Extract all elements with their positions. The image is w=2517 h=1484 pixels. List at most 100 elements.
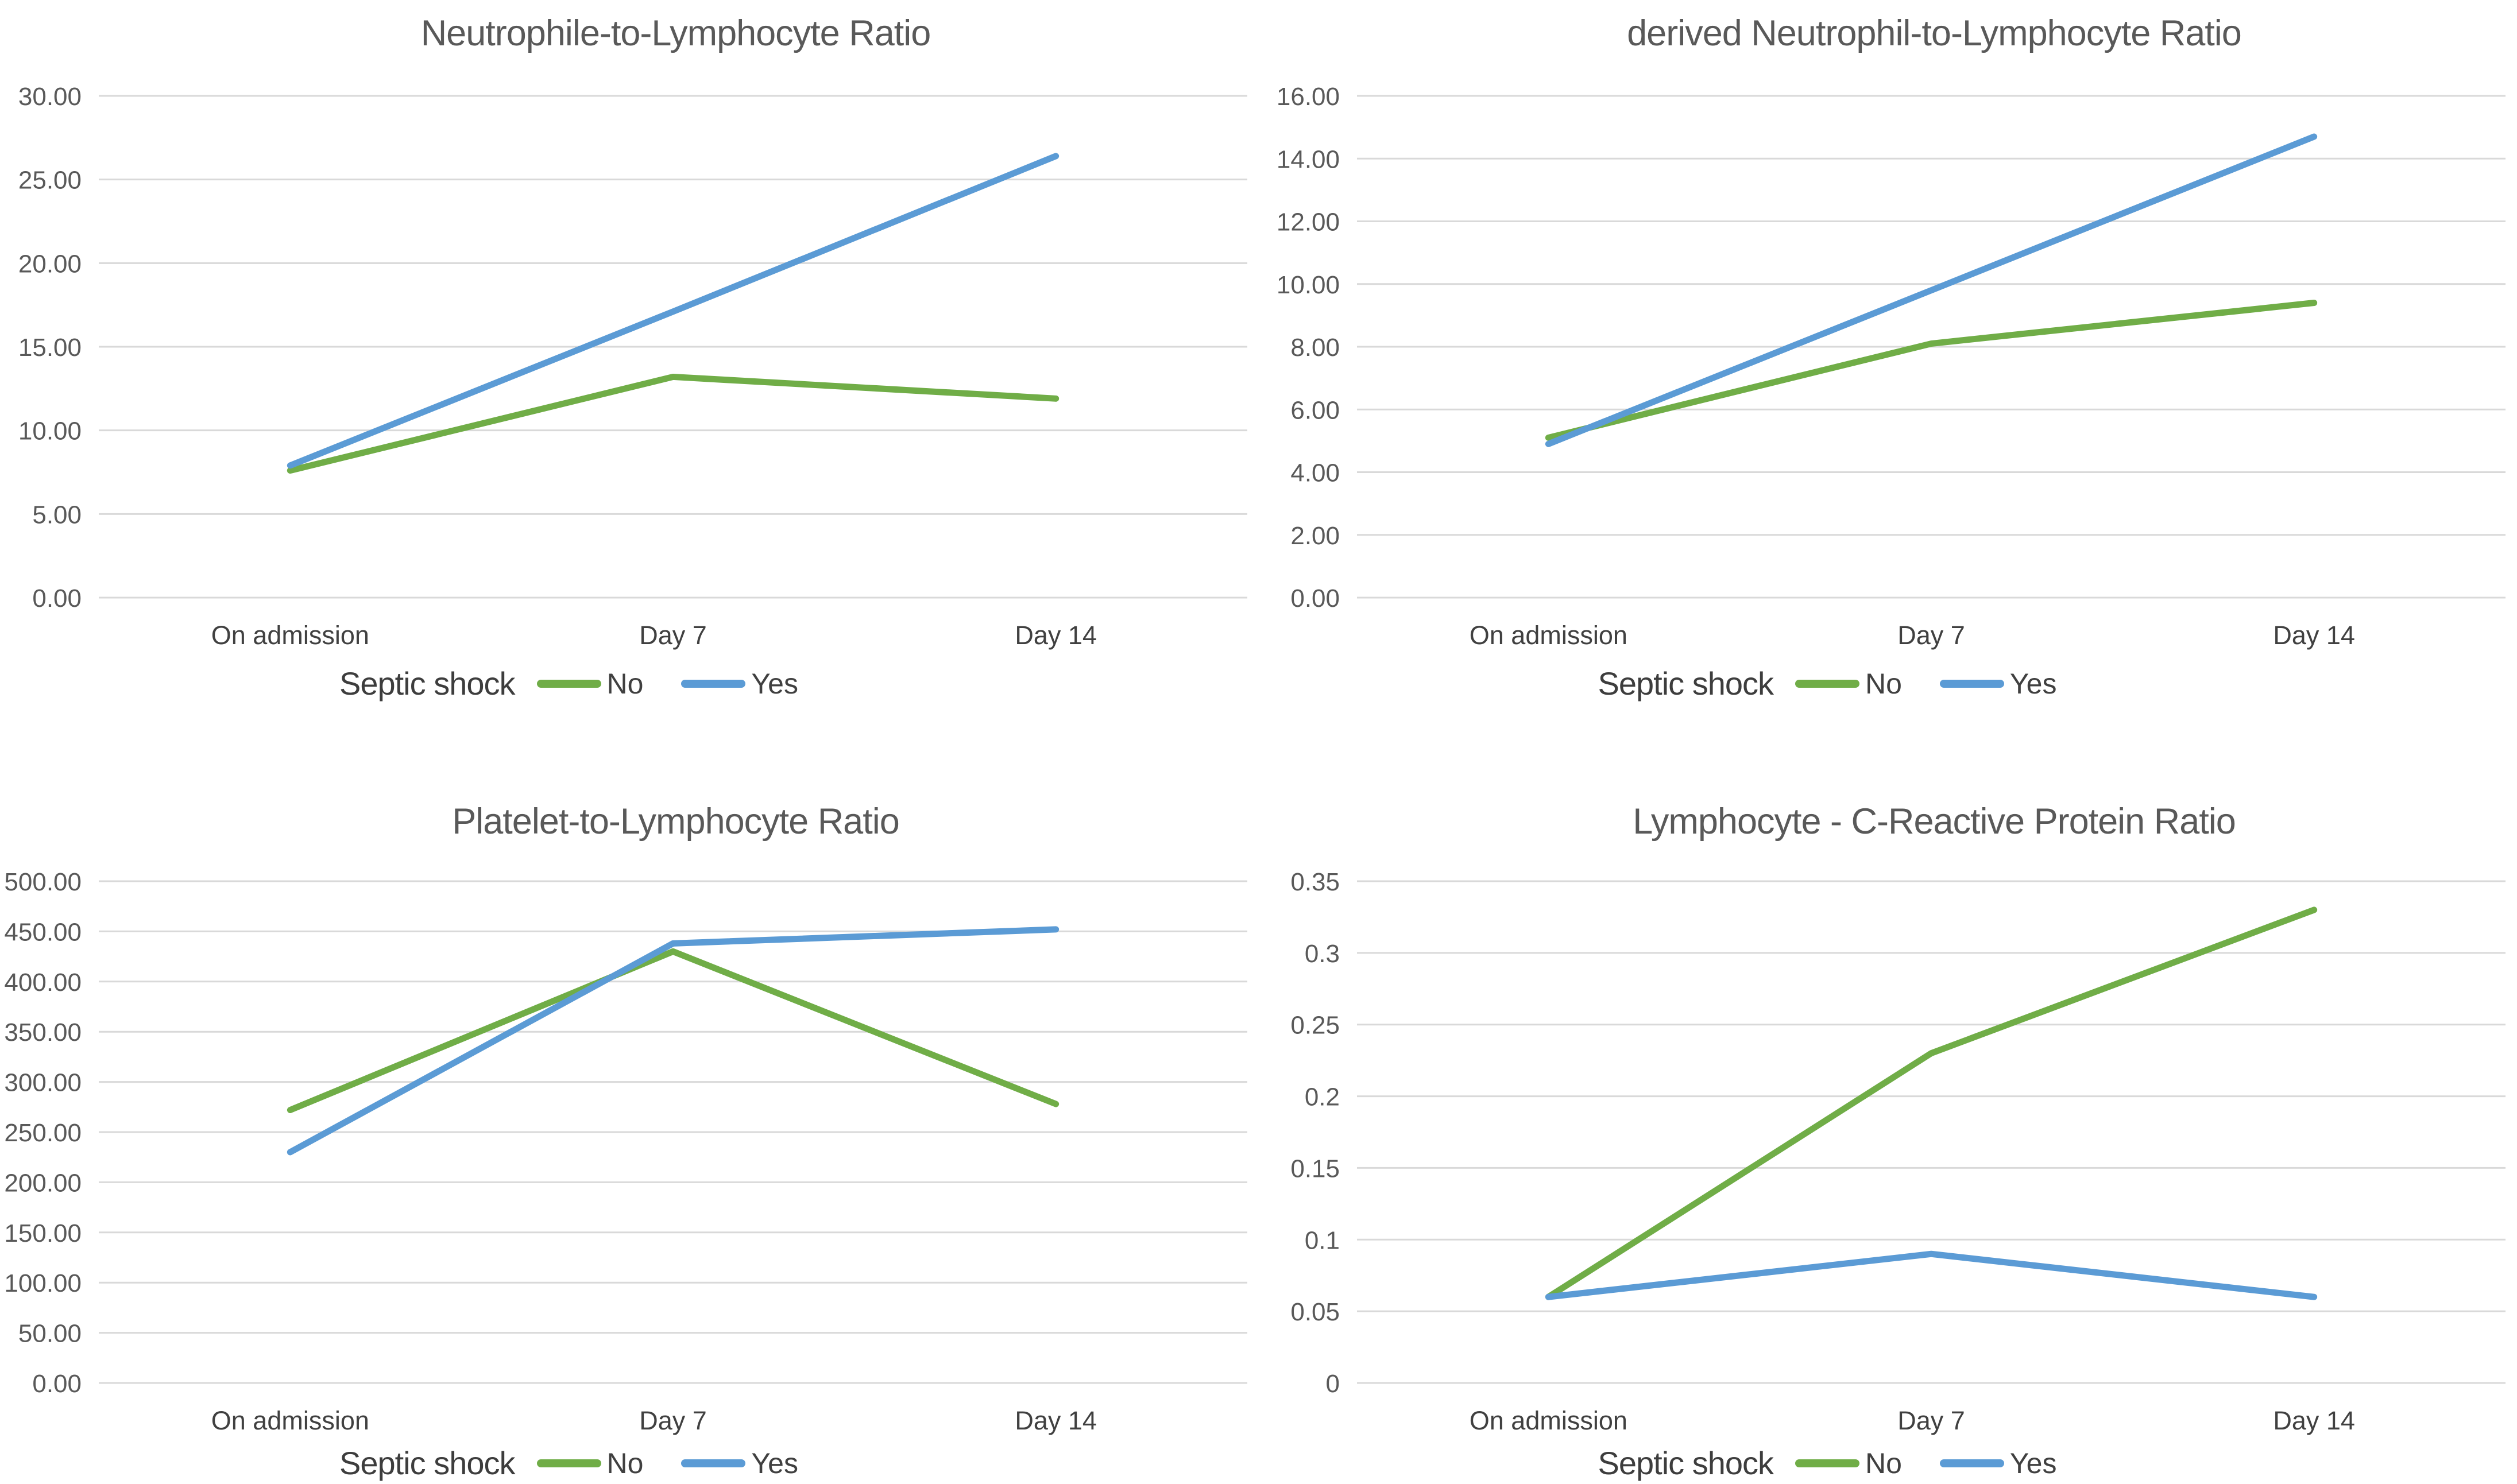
legend: Septic shock No Yes [1258, 1444, 2396, 1482]
y-tick-label: 300.00 [4, 1069, 82, 1097]
legend-swatch-no [1795, 1459, 1859, 1467]
legend: Septic shock No Yes [0, 665, 1138, 702]
legend-label-yes: Yes [751, 1447, 798, 1479]
y-tick-label: 0.2 [1305, 1083, 1340, 1111]
legend-swatch-yes [681, 1459, 746, 1467]
y-tick-label: 12.00 [1277, 208, 1340, 237]
y-tick-label: 2.00 [1290, 522, 1340, 550]
legend-item-no: No [536, 1447, 644, 1480]
plot-area: 0.00 2.00 4.00 6.00 8.00 10.00 12.00 14.00 16.00… [1277, 83, 2506, 650]
x-category-label: Day 7 [1897, 1406, 1965, 1435]
legend: Septic shock No Yes [1258, 665, 2396, 702]
chart-panel-dnlr: derived Neutrophil-to-Lymphocyte Ratio 0… [1258, 0, 2517, 741]
legend-item-yes: Yes [681, 667, 798, 700]
legend-item-no: No [1795, 667, 1902, 700]
y-tick-label: 16.00 [1277, 83, 1340, 111]
y-tick-label: 50.00 [18, 1320, 82, 1348]
legend-label-no: No [1865, 1447, 1902, 1479]
legend-item-yes: Yes [1939, 1447, 2057, 1480]
legend-label-yes: Yes [751, 667, 798, 700]
legend-swatch-no [536, 679, 601, 688]
legend-label-no: No [606, 667, 644, 700]
series-line-yes [287, 926, 1060, 1156]
legend-label-no: No [606, 1447, 644, 1479]
y-tick-label: 0.00 [32, 1370, 82, 1398]
y-tick-label: 25.00 [18, 166, 82, 195]
y-tick-label: 10.00 [18, 417, 82, 445]
legend-item-no: No [536, 667, 644, 700]
legend-swatch-yes [1939, 1459, 2004, 1467]
y-tick-label: 0.15 [1290, 1154, 1340, 1183]
legend-label-no: No [1865, 667, 1902, 700]
y-tick-label: 5.00 [32, 501, 82, 529]
plot-area: 0 0.05 0.1 0.15 0.2 0.25 0.3 0.35 On admission Da… [1290, 868, 2506, 1435]
x-category-label: Day 14 [2273, 1406, 2355, 1435]
legend-swatch-yes [681, 679, 746, 688]
legend-title: Septic shock [1598, 665, 1774, 702]
x-category-label: Day 7 [639, 1406, 707, 1435]
y-tick-label: 20.00 [18, 250, 82, 278]
x-category-label: On admission [211, 621, 369, 650]
chart-panel-nlr: Neutrophile-to-Lymphocyte Ratio 0.00 5.00… [0, 0, 1258, 741]
y-tick-label: 450.00 [4, 918, 82, 946]
y-tick-label: 0.00 [32, 584, 82, 613]
y-tick-label: 8.00 [1290, 334, 1340, 362]
y-tick-label: 100.00 [4, 1269, 82, 1297]
x-category-label: On admission [1470, 621, 1627, 650]
y-tick-label: 0.25 [1290, 1012, 1340, 1040]
series-line-yes [287, 153, 1060, 469]
y-tick-label: 0 [1326, 1370, 1340, 1398]
y-tick-label: 15.00 [18, 334, 82, 362]
x-category-label: Day 14 [1015, 621, 1097, 650]
y-tick-label: 0.00 [1290, 584, 1340, 613]
legend-item-no: No [1795, 1447, 1902, 1480]
y-tick-label: 6.00 [1290, 396, 1340, 424]
y-tick-label: 200.00 [4, 1169, 82, 1197]
y-tick-label: 0.35 [1290, 868, 1340, 896]
series-line-yes [1545, 133, 2318, 447]
legend-label-yes: Yes [2009, 667, 2057, 700]
y-tick-label: 150.00 [4, 1219, 82, 1247]
y-tick-label: 0.05 [1290, 1298, 1340, 1326]
legend-swatch-no [536, 1459, 601, 1467]
y-tick-label: 30.00 [18, 83, 82, 111]
plot-area: 0.00 5.00 10.00 15.00 20.00 25.00 30.00 On admi… [18, 83, 1247, 650]
y-tick-label: 0.1 [1305, 1226, 1340, 1254]
chart-panel-plr: Platelet-to-Lymphocyte Ratio 0.00 50.00 10… [0, 741, 1258, 1484]
x-category-label: Day 14 [1015, 1406, 1097, 1435]
chart-title: Lymphocyte - C-Reactive Protein Ratio [1633, 801, 2236, 842]
y-tick-label: 350.00 [4, 1018, 82, 1047]
x-category-label: On admission [1470, 1406, 1627, 1435]
legend-swatch-yes [1939, 679, 2004, 688]
legend-item-yes: Yes [681, 1447, 798, 1480]
y-tick-label: 14.00 [1277, 145, 1340, 173]
legend: Septic shock No Yes [0, 1444, 1138, 1482]
series-line-no [1545, 300, 2318, 441]
y-tick-label: 4.00 [1290, 459, 1340, 487]
legend-label-yes: Yes [2009, 1447, 2057, 1479]
legend-title: Septic shock [1598, 1445, 1774, 1481]
y-tick-label: 500.00 [4, 868, 82, 896]
legend-swatch-no [1795, 679, 1859, 688]
x-category-label: On admission [211, 1406, 369, 1435]
legend-title: Septic shock [339, 1445, 515, 1481]
y-tick-label: 250.00 [4, 1119, 82, 1147]
y-tick-label: 0.3 [1305, 940, 1340, 968]
chart-title: Platelet-to-Lymphocyte Ratio [452, 801, 900, 842]
x-category-label: Day 7 [1897, 621, 1965, 650]
x-category-label: Day 14 [2273, 621, 2355, 650]
series-line-yes [1545, 1250, 2318, 1300]
legend-title: Septic shock [339, 665, 515, 702]
legend-item-yes: Yes [1939, 667, 2057, 700]
y-tick-label: 400.00 [4, 968, 82, 997]
chart-title: derived Neutrophil-to-Lymphocyte Ratio [1627, 13, 2242, 53]
plot-area: 0.00 50.00 100.00 150.00 200.00 250.00 300.00 3… [4, 868, 1247, 1435]
series-line-no [287, 948, 1060, 1114]
x-category-label: Day 7 [639, 621, 707, 650]
chart-title: Neutrophile-to-Lymphocyte Ratio [420, 13, 931, 53]
series-line-no [287, 373, 1060, 474]
series-line-no [1545, 906, 2318, 1300]
y-tick-label: 10.00 [1277, 271, 1340, 299]
